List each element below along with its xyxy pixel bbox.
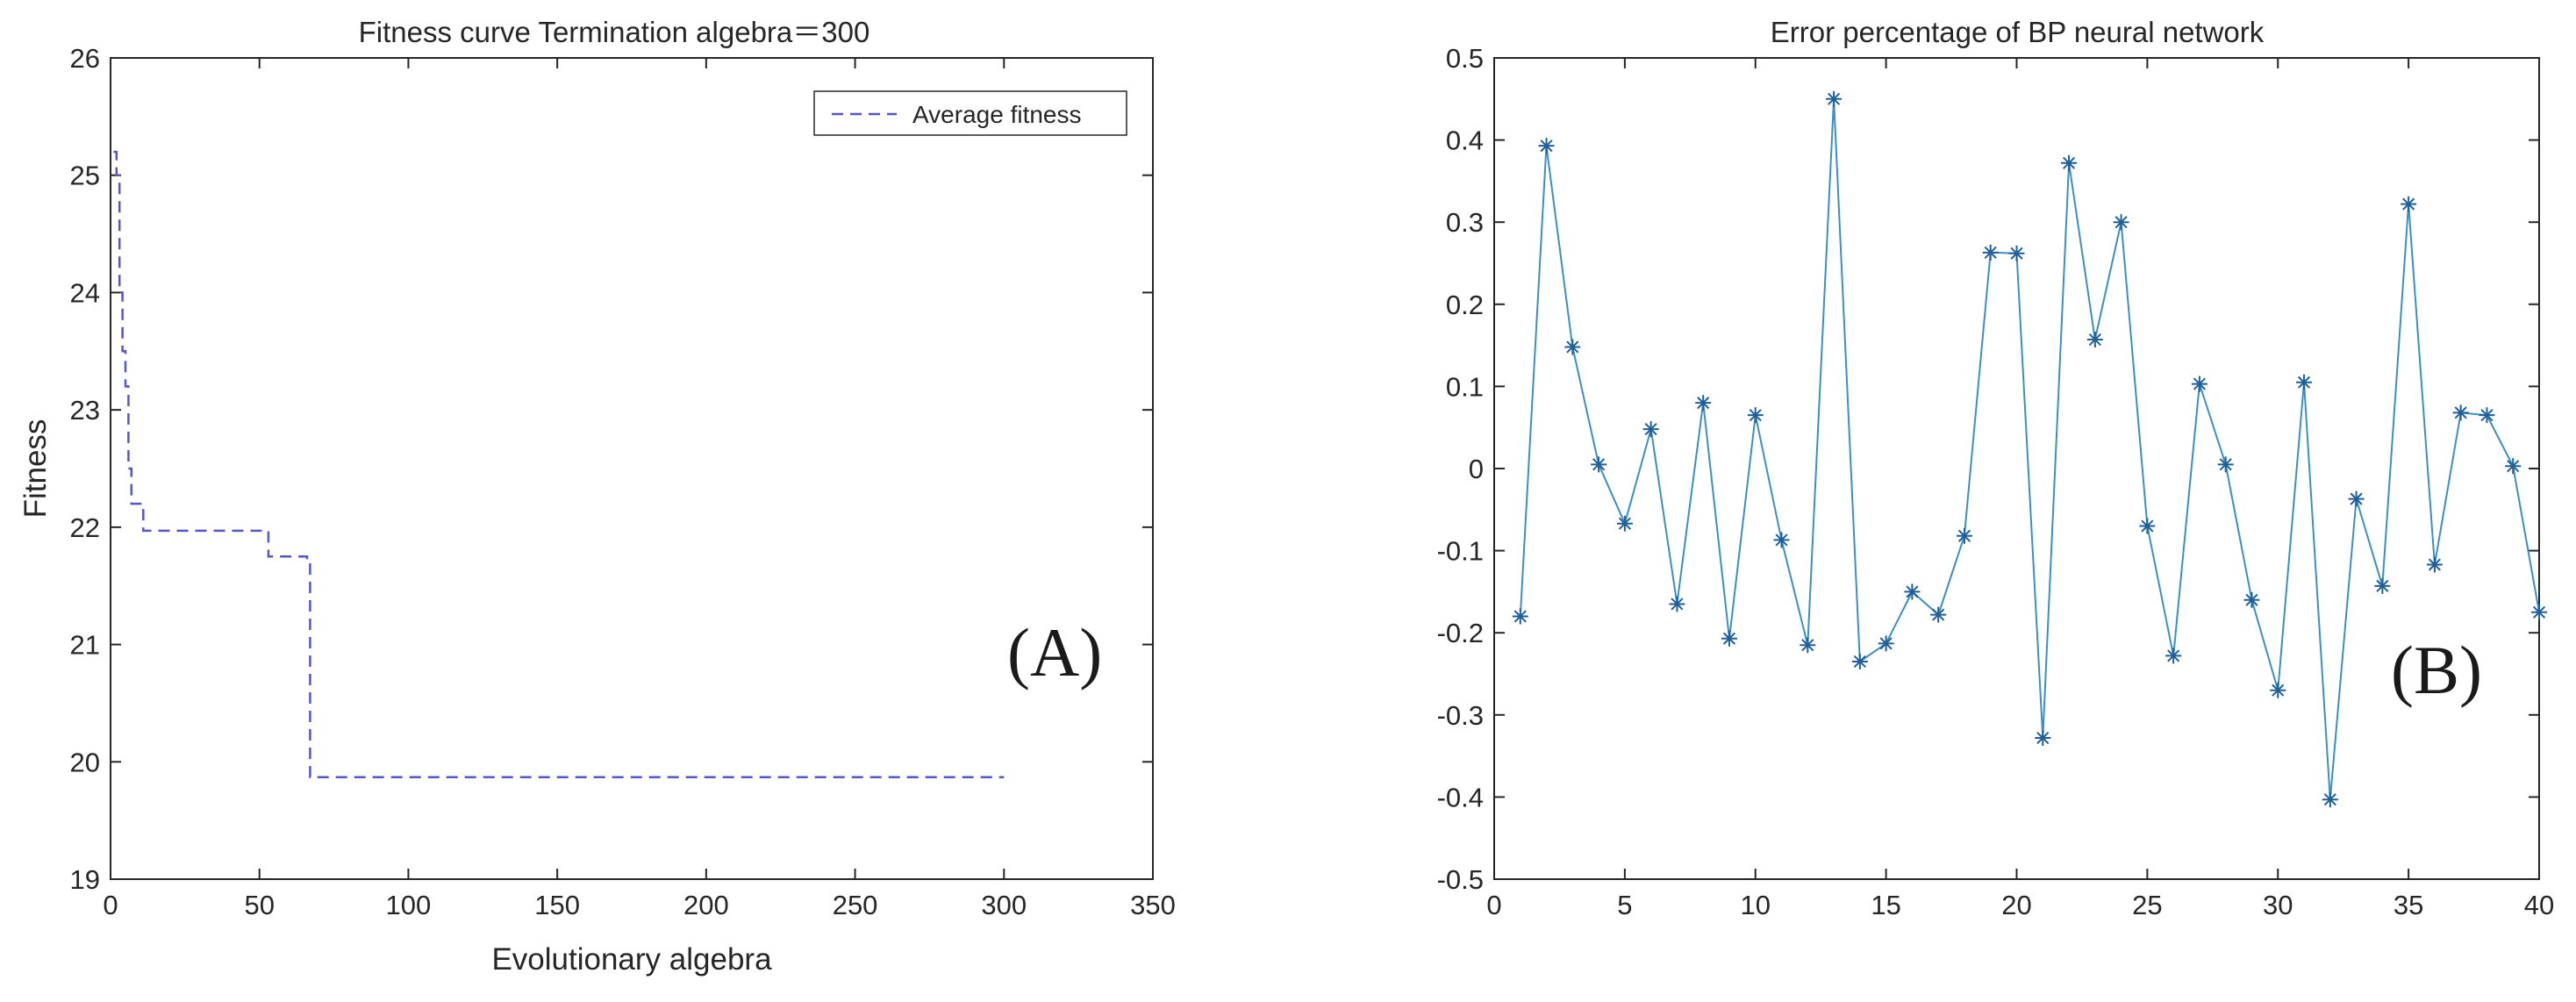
- chart-b-data-point: [1695, 395, 1712, 412]
- chart-b-y-tick-label: 0: [1469, 454, 1484, 484]
- chart-b-series-line: [1519, 98, 2540, 800]
- chart-b-data-point: [2452, 404, 2469, 421]
- chart-b-y-tick-label: 0.1: [1446, 371, 1484, 402]
- chart-b-data-point: [2322, 791, 2338, 808]
- chart-a-title: Fitness curve Termination algebra＝300: [359, 16, 870, 48]
- chart-b-data-point: [2374, 577, 2391, 594]
- chart-b-y-tick-label: -0.3: [1437, 700, 1484, 731]
- fitness-curve-panel: Fitness curve Termination algebra＝300 0 5…: [18, 16, 1176, 977]
- chart-b-data-point: [1564, 339, 1581, 355]
- chart-b-x-tick-label: 30: [2263, 890, 2293, 920]
- chart-a-y-tick-label: 22: [70, 512, 100, 543]
- chart-b-axes-box: [1493, 57, 2540, 880]
- chart-a-y-tick-label: 25: [70, 161, 100, 191]
- chart-b-y-tick-label: 0.3: [1446, 207, 1484, 238]
- chart-a-y-tick-label: 19: [70, 864, 100, 895]
- chart-a-y-tick-label: 24: [70, 277, 100, 308]
- chart-b-x-tick-label: 35: [2394, 890, 2423, 920]
- chart-b-y-tick-label: -0.4: [1437, 782, 1484, 812]
- chart-a-x-tick-label: 350: [1130, 890, 1176, 920]
- chart-a-y-tick-label: 23: [70, 395, 100, 426]
- chart-b-data-point: [1538, 138, 1555, 154]
- chart-b-data-point: [1904, 583, 1921, 600]
- chart-a-x-tick-label: 100: [386, 890, 432, 920]
- chart-a-x-axis-label: Evolutionary algebra: [491, 942, 772, 977]
- chart-b-data-point: [2426, 556, 2443, 573]
- chart-b-data-point: [1721, 630, 1737, 647]
- chart-b-y-tick-label: -0.5: [1437, 864, 1484, 895]
- chart-b-data-point: [2401, 196, 2417, 212]
- chart-a-panel-label: (A): [1007, 614, 1102, 691]
- chart-b-data-point: [1851, 653, 1868, 669]
- chart-b-data-point: [1826, 90, 1843, 107]
- chart-b-data-point: [1669, 596, 1685, 612]
- chart-b-y-tick-label: 0.2: [1446, 290, 1484, 320]
- chart-b-y-tick-label: 0.5: [1446, 43, 1484, 74]
- chart-a-x-tick-label: 50: [244, 890, 274, 920]
- chart-b-data-point: [1800, 637, 1816, 654]
- chart-a-y-tick-label: 26: [70, 43, 100, 74]
- chart-b-x-tick-label: 20: [2001, 890, 2031, 920]
- chart-b-x-tick-label: 40: [2524, 890, 2554, 920]
- chart-a-x-tick-label: 150: [534, 890, 580, 920]
- chart-a-x-tick-label: 250: [833, 890, 878, 920]
- chart-b-data-point: [2270, 682, 2286, 698]
- chart-b-data-point: [1956, 527, 1972, 544]
- chart-a-legend-label: Average fitness: [912, 101, 1082, 128]
- chart-b-data-point: [2505, 458, 2522, 475]
- chart-b-data-point: [1616, 515, 1633, 532]
- chart-a-x-tick-label: 0: [103, 890, 118, 920]
- chart-a-legend: Average fitness: [813, 90, 1127, 136]
- chart-b-data-point: [2086, 332, 2103, 348]
- chart-b-data-point: [1747, 407, 1764, 424]
- chart-a-x-tick-label: 300: [981, 890, 1027, 920]
- chart-b-x-tick-label: 15: [1871, 890, 1900, 920]
- chart-b-y-tick-label: -0.2: [1437, 618, 1484, 648]
- chart-b-data-point: [2008, 245, 2025, 261]
- error-percentage-panel: Error percentage of BP neural network 0 5…: [1437, 16, 2555, 920]
- chart-b-data-point: [2165, 648, 2182, 664]
- chart-b-x-tick-label: 25: [2132, 890, 2162, 920]
- chart-b-data-point: [2217, 456, 2234, 473]
- chart-b-data-point: [2191, 376, 2207, 392]
- chart-b-data-point: [2035, 730, 2051, 747]
- chart-b-x-tick-label: 5: [1617, 890, 1632, 920]
- chart-b-data-point: [1591, 456, 1607, 473]
- chart-b-data-point: [2139, 518, 2156, 534]
- chart-b-data-point: [2479, 407, 2495, 424]
- chart-b-data-point: [2296, 374, 2313, 390]
- chart-a-axes-box: [110, 57, 1154, 880]
- chart-b-data-point: [2531, 604, 2547, 620]
- chart-b-data-point: [1982, 244, 1999, 261]
- chart-b-data-point: [2061, 154, 2078, 171]
- chart-b-x-tick-label: 10: [1741, 890, 1771, 920]
- chart-a-x-tick-label: 200: [683, 890, 729, 920]
- chart-a-series-average-fitness: [113, 150, 1005, 778]
- chart-b-x-tick-label: 0: [1486, 890, 1501, 920]
- chart-b-title: Error percentage of BP neural network: [1771, 16, 2265, 48]
- chart-b-data-point: [1512, 608, 1528, 625]
- chart-b-data-point: [1878, 635, 1894, 652]
- chart-a-y-axis-label: Fitness: [18, 419, 53, 519]
- chart-b-data-point: [2348, 490, 2365, 507]
- chart-b-y-tick-label: -0.1: [1437, 536, 1484, 567]
- chart-b-data-point: [1642, 421, 1659, 438]
- chart-a-y-tick-label: 21: [70, 630, 100, 661]
- chart-b-data-point: [2243, 591, 2260, 608]
- chart-b-panel-label: (B): [2391, 632, 2482, 708]
- chart-b-data-point: [1930, 606, 1947, 623]
- chart-a-legend-box: [813, 90, 1127, 136]
- chart-a-y-tick-label: 20: [70, 747, 100, 777]
- chart-b-data-point: [2113, 214, 2129, 231]
- chart-b-data-point: [1773, 532, 1790, 548]
- chart-b-y-tick-label: 0.4: [1446, 125, 1484, 156]
